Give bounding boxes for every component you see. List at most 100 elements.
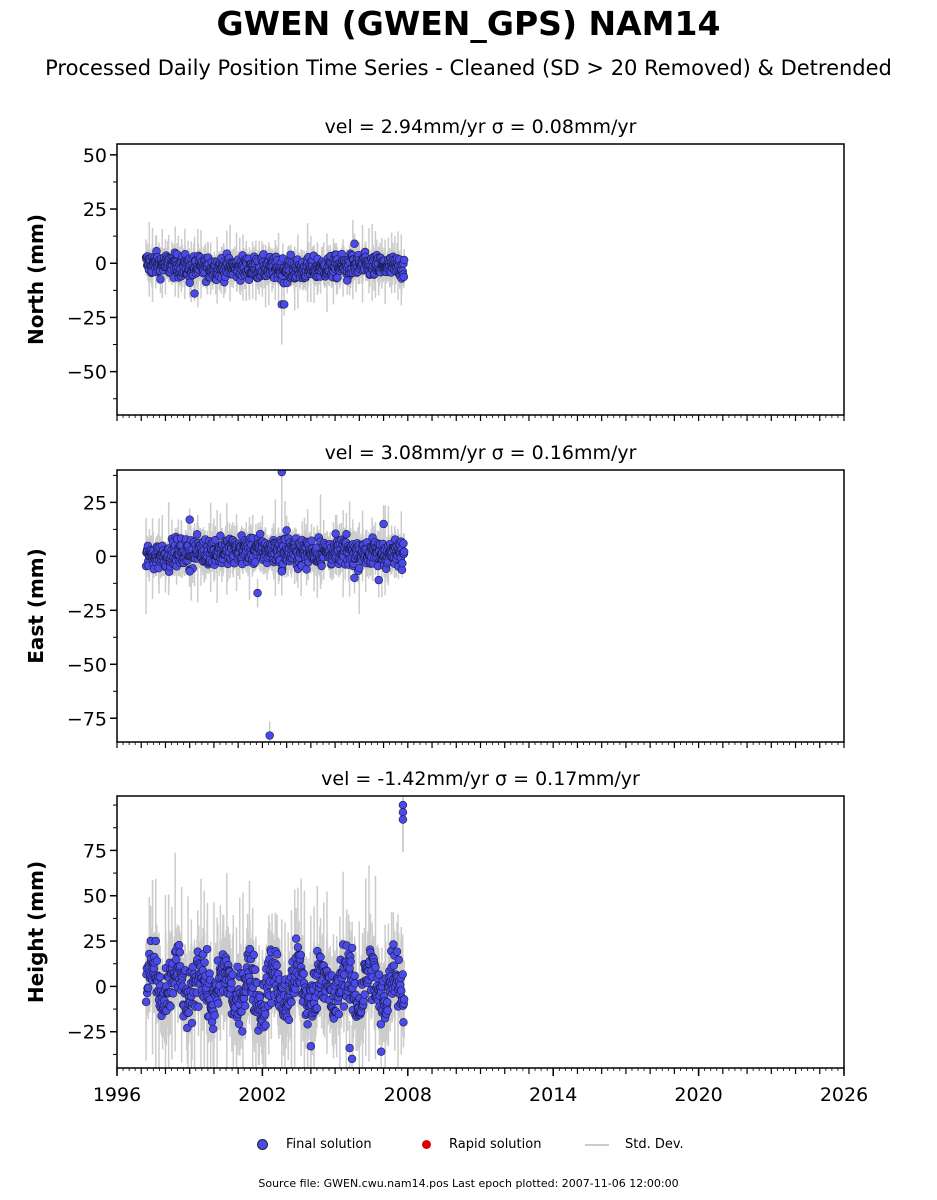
panel-title: vel = 3.08mm/yr σ = 0.16mm/yr xyxy=(325,442,637,464)
data-point xyxy=(272,950,282,959)
data-point xyxy=(343,276,352,285)
data-point xyxy=(277,470,286,477)
data-point xyxy=(389,940,398,949)
data-point xyxy=(141,997,151,1007)
data-point xyxy=(371,963,380,972)
data-point xyxy=(234,1019,244,1029)
legend-final-label: Final solution xyxy=(286,1137,372,1152)
data-points xyxy=(141,470,409,742)
data-point xyxy=(303,1020,312,1029)
x-tick-label: 2026 xyxy=(820,1084,868,1106)
data-point xyxy=(185,515,194,524)
final-solution-marker-icon xyxy=(257,1139,268,1150)
y-tick-label: −25 xyxy=(67,600,107,622)
y-tick-label: 25 xyxy=(83,199,107,221)
data-point xyxy=(261,1021,270,1030)
legend-std-label: Std. Dev. xyxy=(625,1137,684,1152)
y-tick-label: 25 xyxy=(83,931,107,953)
data-point xyxy=(185,278,194,287)
data-point xyxy=(398,808,408,817)
data-point xyxy=(184,1008,193,1017)
data-point xyxy=(316,952,325,962)
std-dev-line-icon xyxy=(585,1143,609,1146)
data-point xyxy=(379,519,388,529)
y-axis-label: North (mm) xyxy=(24,214,48,345)
data-point xyxy=(350,573,359,583)
y-tick-label: 50 xyxy=(83,886,107,908)
data-point xyxy=(185,567,194,576)
x-tick-label: 2014 xyxy=(529,1084,577,1106)
data-point xyxy=(346,957,355,966)
data-point xyxy=(312,1004,322,1013)
data-point xyxy=(398,815,408,824)
y-axis-label: East (mm) xyxy=(24,548,48,664)
data-point xyxy=(392,947,402,956)
data-point xyxy=(245,944,255,954)
data-point xyxy=(144,983,153,993)
data-points xyxy=(141,219,409,345)
data-point xyxy=(376,1047,386,1056)
data-point xyxy=(265,731,274,740)
data-point xyxy=(399,1018,408,1027)
data-point xyxy=(307,536,316,545)
data-point xyxy=(216,531,225,540)
data-point xyxy=(240,1001,250,1011)
data-point xyxy=(296,950,305,960)
data-point xyxy=(168,989,178,998)
data-point xyxy=(339,1002,349,1011)
data-point xyxy=(389,961,398,970)
y-tick-label: 75 xyxy=(83,840,107,862)
data-point xyxy=(293,943,303,952)
data-point xyxy=(398,559,407,568)
y-tick-label: −25 xyxy=(67,307,107,329)
data-point xyxy=(347,943,357,953)
data-point xyxy=(156,275,165,284)
data-point xyxy=(202,944,212,954)
data-point xyxy=(350,971,359,981)
data-point xyxy=(227,978,236,988)
data-point xyxy=(345,1043,354,1053)
data-point xyxy=(251,965,260,974)
source-footer: Source file: GWEN.cwu.nam14.pos Last epo… xyxy=(258,1177,679,1190)
data-point xyxy=(398,970,407,979)
legend-rapid-solution: Rapid solution xyxy=(422,1137,541,1152)
data-point xyxy=(255,993,265,1002)
y-tick-label: 0 xyxy=(95,546,107,568)
panel-1: vel = 2.94mm/yr σ = 0.08mm/yr North (mm)−… xyxy=(24,116,845,421)
data-point xyxy=(399,272,409,282)
data-point xyxy=(350,239,359,248)
data-point xyxy=(209,1024,218,1034)
data-point xyxy=(261,1009,270,1019)
data-point xyxy=(228,970,237,979)
y-tick-label: 50 xyxy=(83,145,107,167)
panel-2: vel = 3.08mm/yr σ = 0.16mm/yr East (mm) −7… xyxy=(24,442,845,748)
data-point xyxy=(192,530,202,539)
data-point xyxy=(355,563,364,573)
data-point xyxy=(174,940,184,950)
data-point xyxy=(166,1002,175,1011)
data-point xyxy=(397,986,406,995)
legend: Final solution Rapid solution Std. Dev. xyxy=(0,1137,937,1159)
legend-std-dev: Std. Dev. xyxy=(585,1137,684,1152)
data-point xyxy=(331,529,340,538)
data-point xyxy=(200,958,209,967)
data-point xyxy=(280,300,289,309)
x-tick-label: 2020 xyxy=(674,1084,722,1106)
data-point xyxy=(383,997,392,1007)
data-point xyxy=(190,289,199,298)
data-point xyxy=(210,1011,219,1020)
y-tick-label: −50 xyxy=(67,654,107,676)
data-point xyxy=(253,588,262,598)
data-point xyxy=(249,950,258,960)
data-point xyxy=(282,526,291,535)
data-point xyxy=(256,529,265,539)
data-point xyxy=(398,800,408,810)
data-point xyxy=(399,547,409,556)
data-point xyxy=(152,956,162,966)
y-tick-label: 25 xyxy=(83,492,107,514)
data-point xyxy=(291,934,301,943)
data-point xyxy=(399,539,408,548)
x-tick-label: 1996 xyxy=(93,1084,141,1106)
data-point xyxy=(284,1015,294,1025)
data-point xyxy=(360,990,369,999)
